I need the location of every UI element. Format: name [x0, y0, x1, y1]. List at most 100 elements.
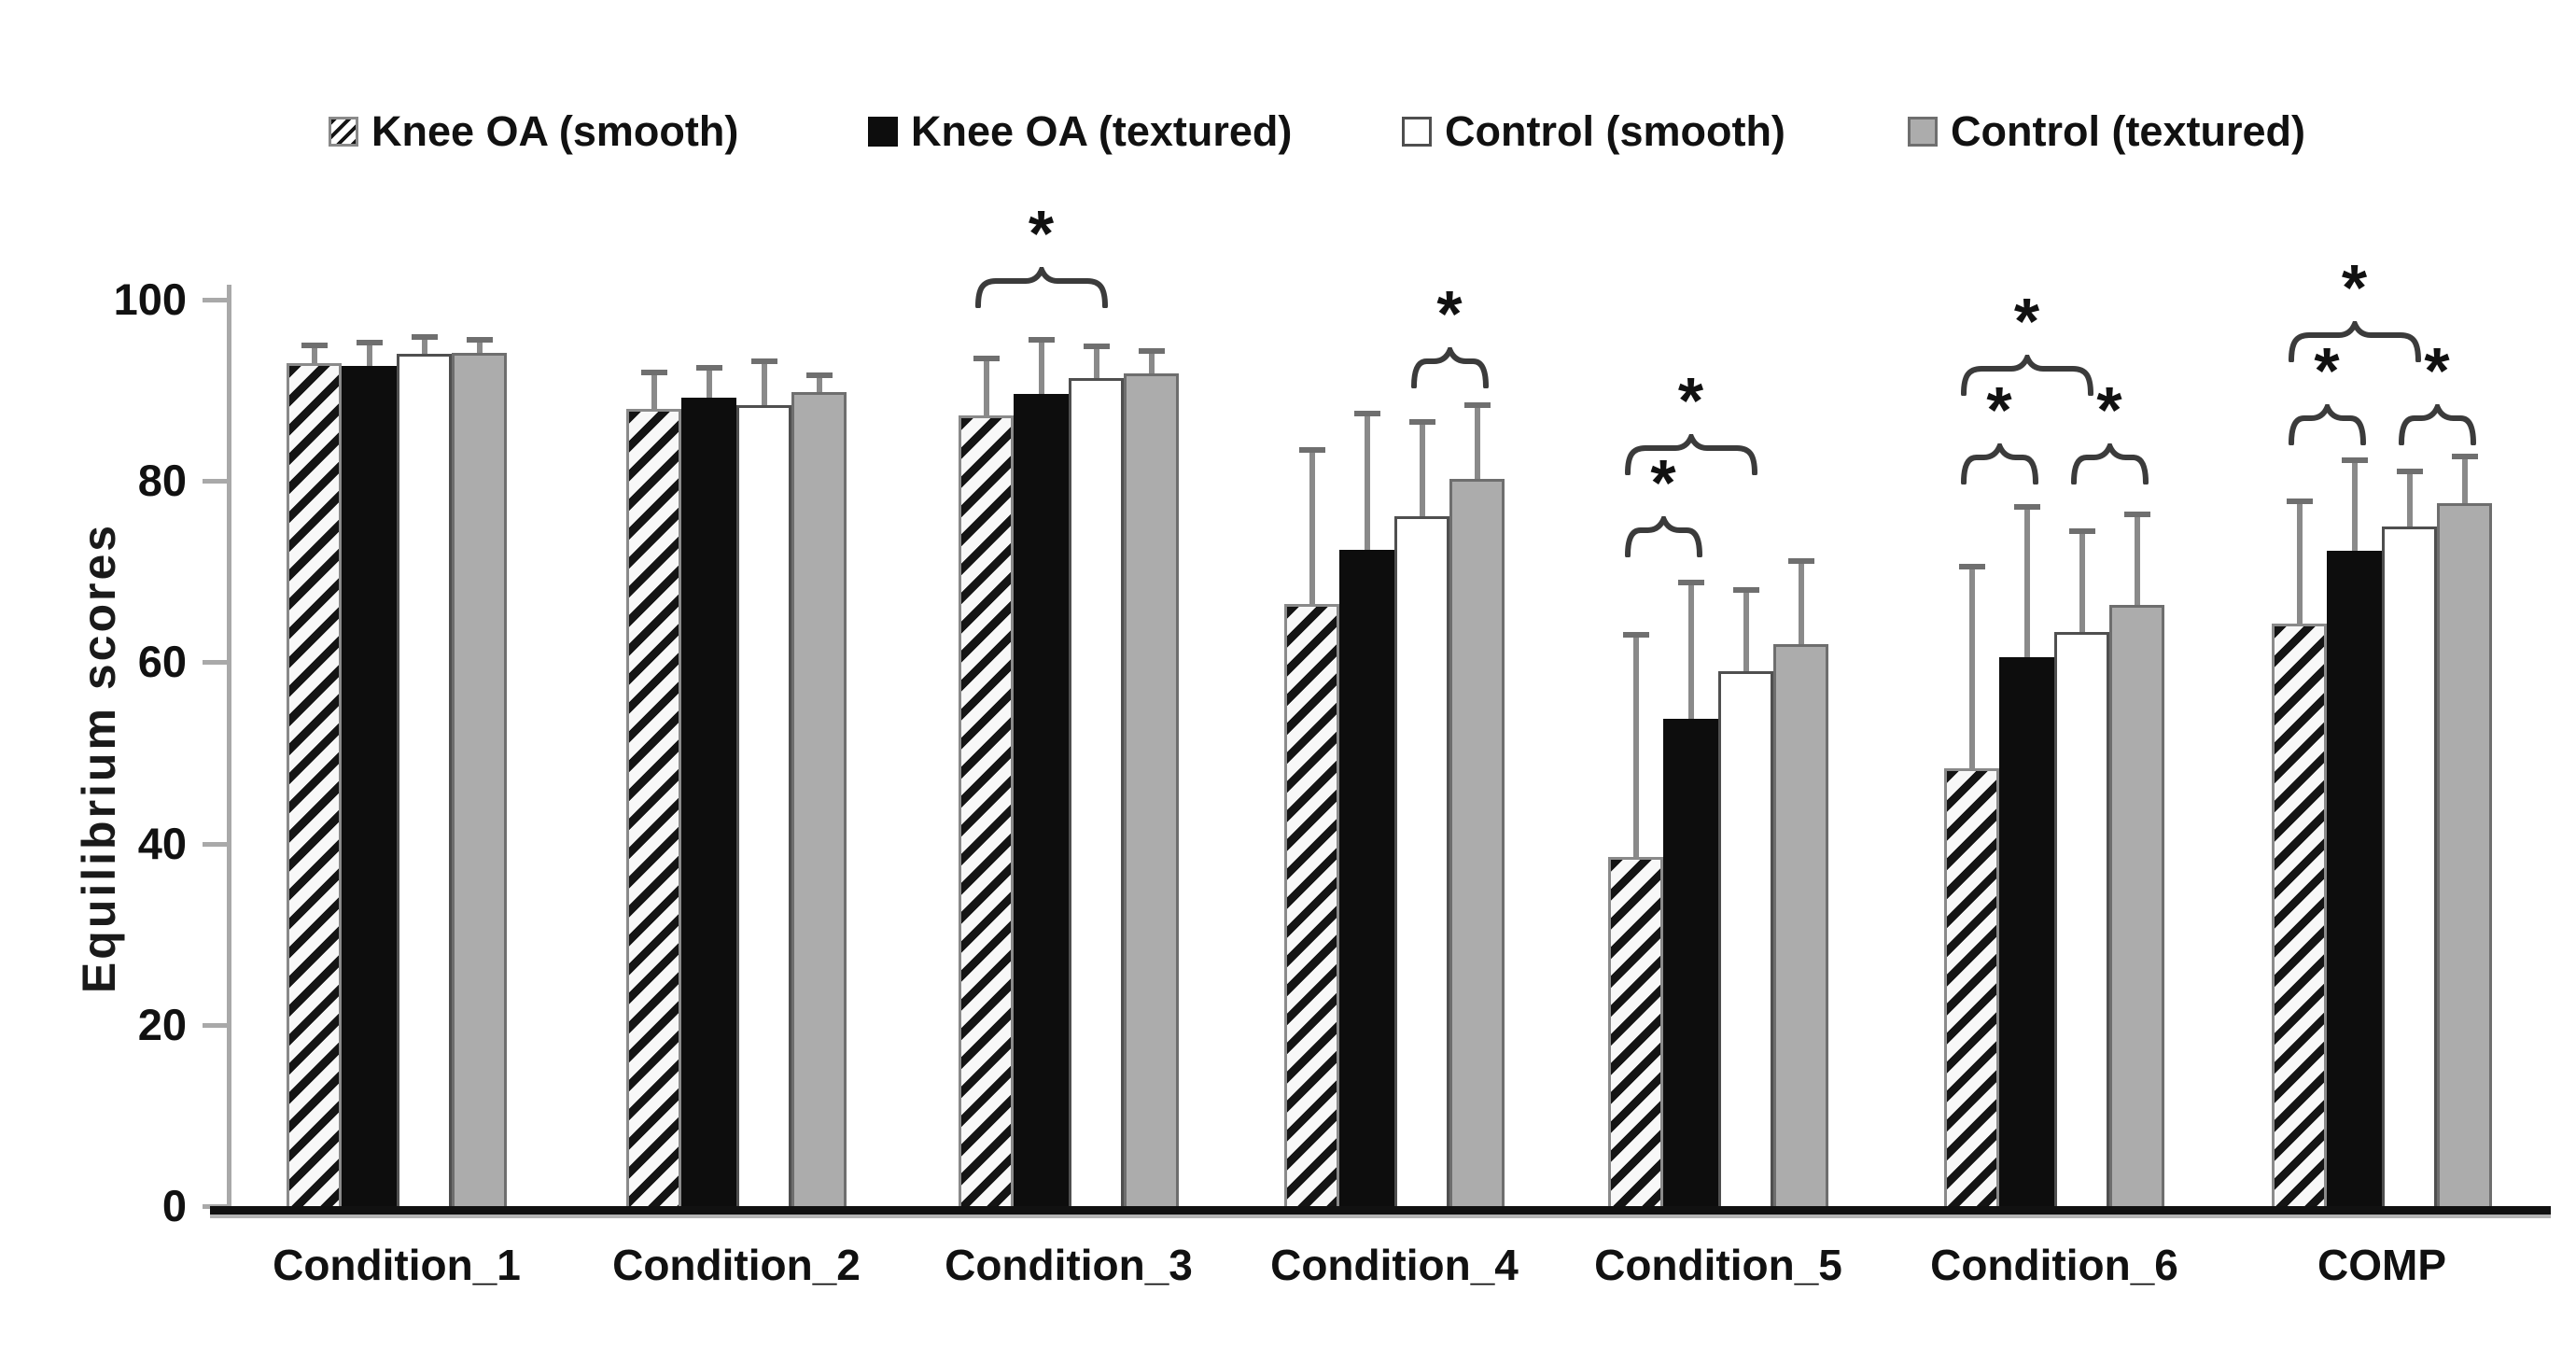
error-bar-cap	[1677, 579, 1704, 585]
bar-gray-Condition_4	[1449, 479, 1505, 1210]
significance-brace	[974, 262, 1108, 309]
error-bar	[1632, 635, 1639, 858]
significance-asterisk: *	[1986, 373, 2012, 446]
error-bar-cap	[2068, 527, 2095, 534]
error-bar	[651, 372, 657, 409]
x-axis-line	[210, 1206, 2551, 1215]
x-category-label: Condition_3	[945, 1241, 1193, 1289]
error-bar-cap	[1353, 411, 1380, 417]
bar-hatched-COMP	[2272, 623, 2327, 1210]
bar-black-COMP	[2327, 550, 2382, 1210]
error-bar	[1148, 351, 1155, 373]
y-tick-mark	[203, 1022, 227, 1028]
error-bar	[2023, 507, 2030, 657]
y-tick-label: 40	[137, 818, 187, 868]
legend-item-hatched: Knee OA (smooth)	[329, 105, 738, 159]
bar-hatched-Condition_5	[1608, 857, 1663, 1210]
y-tick-label: 100	[113, 274, 187, 324]
x-category-label: Condition_5	[1594, 1241, 1842, 1289]
error-bar	[1093, 345, 1099, 379]
significance-brace	[1960, 439, 2038, 485]
black-swatch-icon	[868, 117, 898, 147]
error-bar-cap	[1408, 419, 1435, 426]
bar-hatched-Condition_2	[626, 408, 681, 1210]
significance-brace	[1410, 343, 1489, 389]
bar-gray-Condition_5	[1773, 643, 1828, 1210]
y-tick-label: 60	[137, 637, 187, 687]
error-bar-cap	[640, 369, 667, 375]
y-tick-mark	[203, 660, 227, 666]
y-axis-line	[227, 285, 231, 1214]
bar-white-Condition_3	[1069, 378, 1124, 1210]
bar-white-Condition_6	[2054, 632, 2109, 1210]
error-bar-cap	[1028, 336, 1055, 343]
y-tick-mark	[203, 479, 227, 484]
error-bar	[2461, 456, 2468, 504]
significance-asterisk: *	[2341, 251, 2368, 324]
error-bar-cap	[2451, 453, 2478, 459]
bar-white-Condition_1	[397, 354, 452, 1210]
error-bar	[2134, 514, 2140, 606]
error-bar-cap	[1787, 557, 1814, 564]
error-bar-cap	[2286, 498, 2313, 504]
y-tick-label: 20	[137, 999, 187, 1049]
significance-brace	[1624, 512, 1702, 558]
error-bar	[366, 342, 372, 366]
significance-brace	[2398, 400, 2476, 446]
error-bar-cap	[1732, 586, 1759, 593]
bar-gray-Condition_3	[1124, 372, 1179, 1210]
error-bar	[2296, 500, 2303, 624]
legend-item-gray: Control (textured)	[1908, 105, 2305, 159]
significance-asterisk: *	[1677, 364, 1704, 437]
error-bar	[476, 339, 483, 354]
error-bar-cap	[2341, 456, 2368, 463]
significance-asterisk: *	[2314, 334, 2340, 407]
bar-black-Condition_5	[1663, 718, 1718, 1210]
bar-white-Condition_5	[1718, 671, 1773, 1210]
error-bar-cap	[301, 342, 328, 348]
error-bar-cap	[2396, 469, 2423, 475]
bar-gray-Condition_6	[2109, 605, 2164, 1210]
significance-brace	[1960, 350, 2093, 397]
significance-brace	[2288, 316, 2421, 363]
error-bar	[1687, 582, 1694, 719]
y-tick-label: 80	[137, 456, 187, 506]
legend-label: Control (smooth)	[1445, 107, 1785, 155]
x-category-label: Condition_2	[612, 1241, 861, 1289]
bar-gray-Condition_1	[452, 353, 507, 1210]
significance-brace	[1624, 429, 1757, 476]
error-bar-cap	[2013, 504, 2040, 511]
hatched-swatch-icon	[329, 117, 358, 147]
error-bar-cap	[1622, 632, 1649, 639]
error-bar	[1364, 414, 1370, 550]
error-bar	[983, 358, 989, 416]
bar-black-Condition_2	[681, 397, 736, 1210]
bar-black-Condition_6	[1999, 656, 2054, 1210]
error-bar-cap	[1298, 447, 1325, 454]
x-category-label: Condition_6	[1930, 1241, 2178, 1289]
x-axis-shadow	[210, 1215, 2551, 1218]
bar-black-Condition_4	[1339, 549, 1394, 1210]
error-bar	[706, 367, 712, 398]
bar-black-Condition_3	[1014, 393, 1069, 1210]
error-bar-cap	[750, 358, 777, 365]
bar-white-COMP	[2382, 526, 2437, 1210]
error-bar	[1798, 560, 1804, 644]
error-bar-cap	[1958, 564, 1985, 570]
gray-swatch-icon	[1908, 117, 1938, 147]
y-tick-mark	[203, 841, 227, 847]
error-bar	[1968, 567, 1975, 768]
error-bar	[1309, 450, 1315, 605]
bar-black-Condition_1	[342, 365, 397, 1210]
error-bar	[311, 344, 317, 363]
bar-white-Condition_4	[1394, 516, 1449, 1210]
bar-gray-Condition_2	[791, 392, 847, 1210]
error-bar	[1419, 422, 1425, 517]
x-category-label: COMP	[2317, 1241, 2446, 1289]
significance-brace	[2288, 400, 2366, 446]
error-bar-cap	[805, 372, 833, 378]
error-bar-cap	[2123, 512, 2150, 518]
legend-item-white: Control (smooth)	[1402, 105, 1785, 159]
significance-asterisk: *	[1650, 446, 1676, 519]
